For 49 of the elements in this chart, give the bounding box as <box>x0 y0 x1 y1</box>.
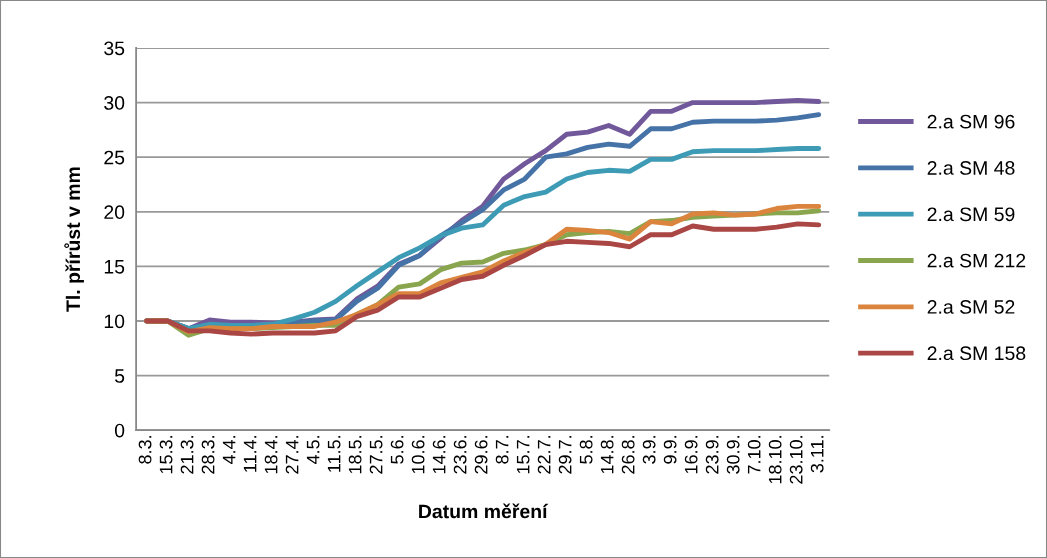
y-tick-label: 25 <box>104 150 125 165</box>
x-tick-label: 3.11. <box>810 436 824 473</box>
y-tick-label: 30 <box>104 96 125 110</box>
y-tick-label: 5 <box>114 369 125 383</box>
x-tick-label: 4.5. <box>306 436 320 465</box>
legend-label: 2.a SM 96 <box>927 114 1015 129</box>
x-tick-label: 23.9. <box>705 436 719 474</box>
x-tick-label: 14.8. <box>600 436 614 474</box>
y-tick-label: 10 <box>104 314 125 329</box>
x-tick-label: 18.5. <box>348 436 362 474</box>
y-tick-label: 0 <box>114 423 125 438</box>
x-tick-label: 21.3. <box>180 436 194 474</box>
x-tick-label: 7.10. <box>747 436 761 474</box>
y-tick-label: 20 <box>104 205 125 220</box>
x-tick-label: 10.6. <box>411 436 425 474</box>
legend-label: 2.a SM 59 <box>927 207 1015 222</box>
x-tick-label: 15.7. <box>516 436 530 474</box>
x-tick-label: 16.9. <box>684 436 698 474</box>
x-tick-label: 18.10. <box>768 436 782 484</box>
x-tick-label: 27.4. <box>285 436 299 474</box>
x-tick-label: 26.8. <box>621 436 635 474</box>
x-axis-title: Datum měření <box>419 503 549 519</box>
legend-label: 2.a SM 158 <box>927 346 1026 361</box>
x-tick-label: 29.6. <box>474 436 488 474</box>
x-tick-label: 30.9. <box>726 436 740 474</box>
legend-label: 2.a SM 52 <box>927 300 1015 314</box>
x-tick-label: 28.3. <box>201 436 215 474</box>
x-tick-label: 29.7. <box>558 436 572 474</box>
y-tick-label: 35 <box>104 41 125 56</box>
x-tick-label: 8.7. <box>495 436 509 464</box>
x-tick-label: 3.9. <box>642 436 656 464</box>
x-tick-label: 11.5. <box>327 436 341 472</box>
x-tick-label: 4.4. <box>222 436 236 465</box>
x-tick-label: 23.10. <box>789 436 803 484</box>
legend-label: 2.a SM 48 <box>927 161 1015 175</box>
x-tick-label: 23.6. <box>453 436 467 474</box>
x-tick-label: 8.3. <box>138 436 152 464</box>
x-tick-label: 22.7. <box>537 436 551 474</box>
x-tick-label: 18.4. <box>264 436 278 474</box>
x-tick-label: 27.5. <box>369 436 383 474</box>
x-tick-label: 11.4. <box>243 436 257 472</box>
x-tick-label: 14.6. <box>432 436 446 474</box>
x-tick-label: 5.8. <box>579 436 593 464</box>
y-tick-label: 15 <box>104 260 125 274</box>
x-tick-label: 9.9. <box>663 436 677 464</box>
x-tick-label: 5.6. <box>390 436 404 464</box>
y-axis-title: Tl. přírůst v mm <box>64 167 84 312</box>
legend-label: 2.a SM 212 <box>927 253 1026 268</box>
x-tick-label: 15.3. <box>159 436 173 474</box>
